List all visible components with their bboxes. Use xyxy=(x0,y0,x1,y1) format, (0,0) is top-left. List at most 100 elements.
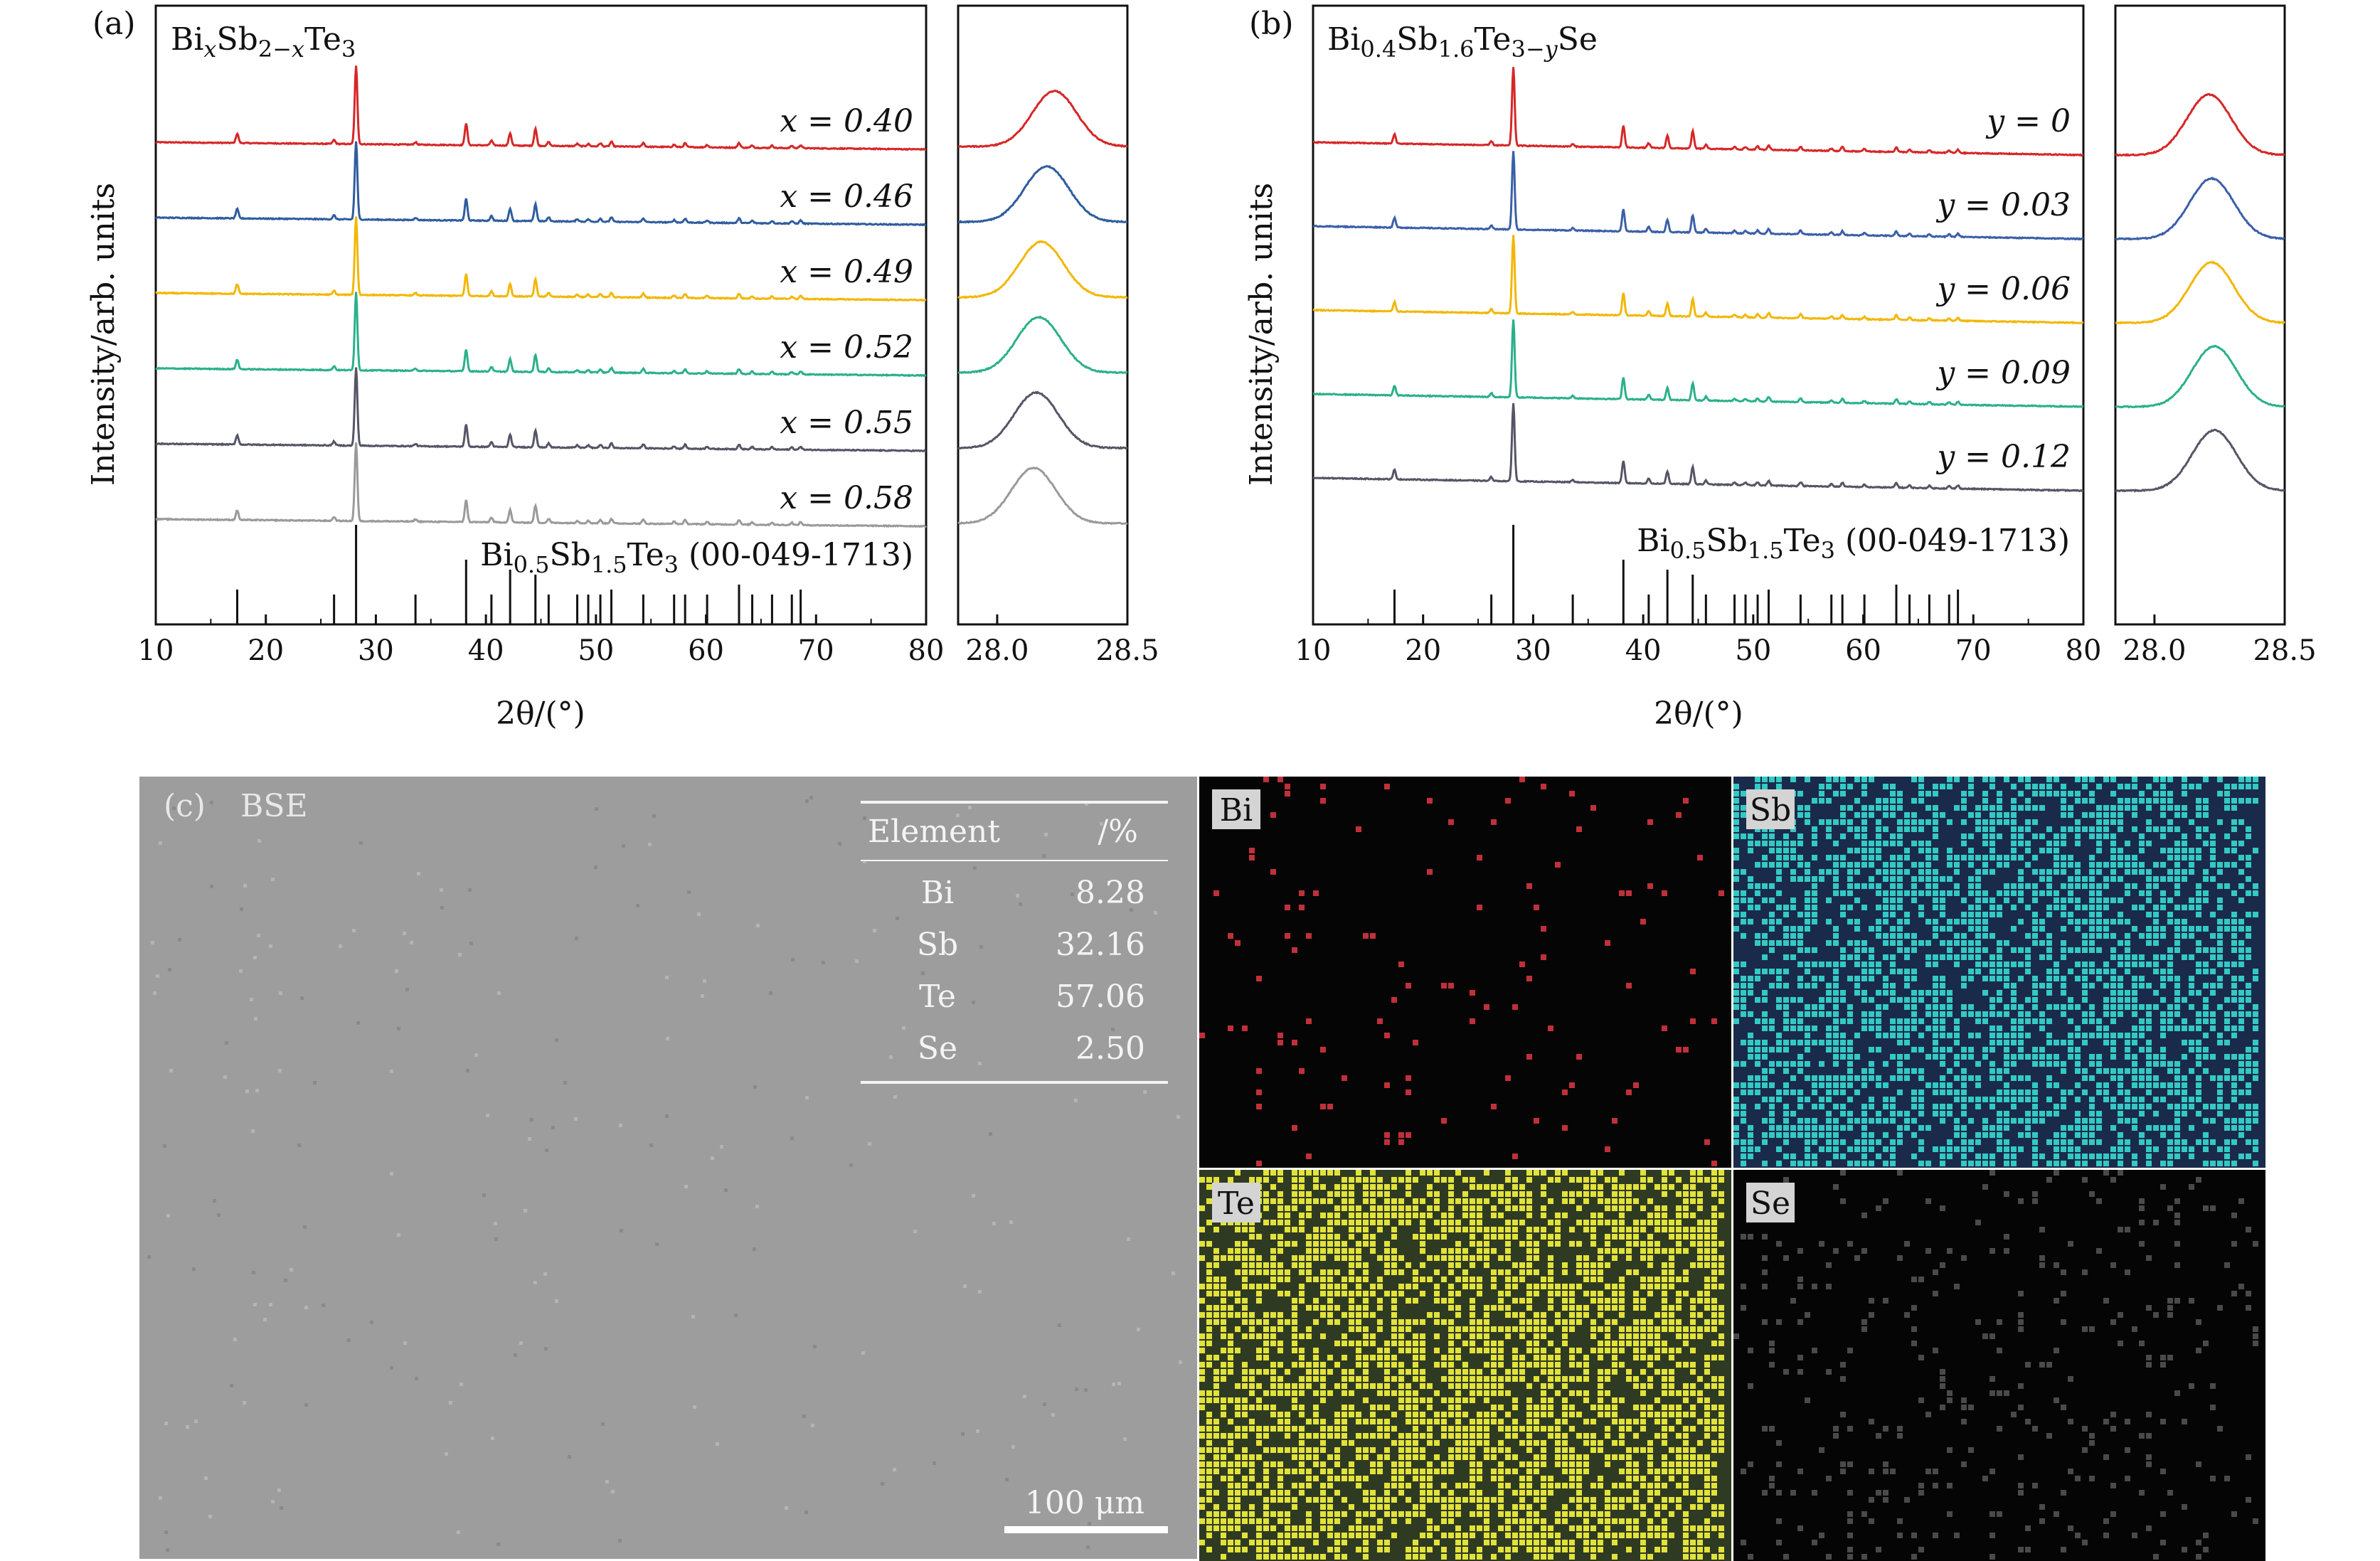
scale-bar-label: 100 μm xyxy=(1025,1485,1144,1521)
bse-speck xyxy=(147,1255,151,1259)
bse-speck xyxy=(239,969,243,973)
bse-speck xyxy=(233,1338,237,1341)
inset-peak-line xyxy=(957,467,1128,526)
x-tick-label: 50 xyxy=(1735,634,1771,667)
series-label: y = 0.03 xyxy=(1935,187,2071,223)
panel-a-inset-frame xyxy=(957,4,1129,626)
bse-speck xyxy=(665,976,669,979)
composition-table: Element /% Bi 8.28 Sb 32.16 Te 57.06 Se … xyxy=(861,801,1168,1084)
xrd-pattern-line xyxy=(1312,319,2084,408)
xrd-pattern-line xyxy=(1312,151,2084,241)
bse-speck xyxy=(164,1422,168,1425)
bse-speck xyxy=(963,1284,967,1288)
bse-speck xyxy=(1137,1328,1140,1331)
xrd-pattern-line xyxy=(155,442,927,528)
xrd-pattern-line xyxy=(155,141,927,227)
series-label: x = 0.40 xyxy=(780,103,913,139)
eds-map-se: Se xyxy=(1733,1170,2265,1561)
inset-peak-line xyxy=(2114,92,2285,157)
bse-speck xyxy=(863,860,866,863)
bse-speck xyxy=(889,1055,893,1059)
x-tick-label: 40 xyxy=(1625,634,1662,667)
bse-speck xyxy=(253,956,257,959)
inset-peak-line xyxy=(957,90,1128,149)
bse-speck xyxy=(1019,902,1022,906)
bse-speck xyxy=(913,1230,917,1233)
bse-speck xyxy=(458,953,462,957)
bse-speck xyxy=(861,1351,865,1355)
table-cell-value: 57.06 xyxy=(1056,979,1145,1015)
bse-speck xyxy=(979,945,983,949)
scale-bar xyxy=(1004,1526,1168,1533)
bse-speck xyxy=(734,1314,738,1317)
x-tick-label: 80 xyxy=(2066,634,2102,667)
bse-speck xyxy=(611,1490,615,1493)
bse-speck xyxy=(701,994,704,998)
bse-speck xyxy=(756,924,760,927)
bse-speck xyxy=(555,1299,558,1303)
bse-speck xyxy=(1112,1382,1115,1386)
bse-speck xyxy=(1042,854,1046,858)
bse-speck xyxy=(648,843,652,846)
bse-speck xyxy=(277,1488,281,1492)
eds-map-signal xyxy=(1733,1170,2258,1560)
series-label: y = 0.09 xyxy=(1935,355,2071,391)
bse-speck xyxy=(486,1114,489,1117)
x-tick-label: 40 xyxy=(468,634,504,667)
bse-speck xyxy=(791,958,795,961)
inset-peak-line xyxy=(2115,428,2285,493)
bse-speck xyxy=(1085,802,1088,806)
bse-speck xyxy=(992,1222,996,1225)
series-label: x = 0.58 xyxy=(780,480,913,516)
bse-speck xyxy=(204,1476,208,1480)
bse-speck xyxy=(804,1511,808,1514)
bse-speck xyxy=(417,872,420,875)
bse-speck xyxy=(225,1041,228,1045)
panel-c: (c) BSE Element /% Bi 8.28 Sb 32.16 Te 5… xyxy=(139,777,2265,1561)
bse-speck xyxy=(1051,1413,1055,1417)
panel-b-ylabel: Intensity/arb. units xyxy=(1243,183,1280,486)
bse-speck xyxy=(1088,1522,1091,1525)
inset-tick-label: 28.0 xyxy=(2123,634,2186,667)
bse-speck xyxy=(254,1017,257,1021)
bse-speck xyxy=(813,1345,817,1348)
bse-image xyxy=(139,777,1197,1559)
bse-speck xyxy=(693,1405,696,1409)
inset-tick-label: 28.0 xyxy=(965,634,1029,667)
x-tick-label: 20 xyxy=(248,634,284,667)
panel-a-ylabel: Intensity/arb. units xyxy=(85,183,122,486)
eds-map-background xyxy=(1199,777,1731,1168)
bse-speck xyxy=(543,1272,547,1276)
bse-speck xyxy=(284,1279,287,1282)
bse-speck xyxy=(252,1271,255,1274)
bse-speck xyxy=(415,1377,418,1380)
panel-a-xlabel: 2θ/(°) xyxy=(496,696,585,732)
bse-speck xyxy=(457,1530,460,1534)
bse-speck xyxy=(594,865,597,869)
bse-speck xyxy=(208,1515,212,1518)
inset-tick-label: 28.5 xyxy=(1095,634,1159,667)
xrd-pattern-line xyxy=(155,65,927,151)
bse-speck xyxy=(166,1548,169,1552)
bse-speck xyxy=(352,929,356,932)
bse-speck xyxy=(545,1149,548,1152)
bse-speck xyxy=(271,878,275,881)
x-tick-label: 50 xyxy=(578,634,614,667)
bse-speck xyxy=(514,1353,517,1357)
bse-speck xyxy=(684,1185,688,1188)
bse-speck xyxy=(855,959,859,963)
bse-speck xyxy=(1011,1445,1015,1449)
inset-peak-line xyxy=(2115,344,2285,409)
bse-speck xyxy=(802,1415,806,1418)
xrd-pattern-line xyxy=(155,216,927,302)
table-header-percent: /% xyxy=(1098,814,1138,850)
bse-speck xyxy=(574,1117,578,1121)
bse-speck xyxy=(223,1075,227,1079)
bse-mode-label: BSE xyxy=(240,788,308,824)
inset-peak-line xyxy=(2115,176,2285,241)
bse-speck xyxy=(1179,1360,1182,1364)
bse-speck xyxy=(210,885,213,888)
x-tick-label: 30 xyxy=(1515,634,1551,667)
bse-speck xyxy=(255,1089,259,1092)
bse-speck xyxy=(893,1468,896,1471)
